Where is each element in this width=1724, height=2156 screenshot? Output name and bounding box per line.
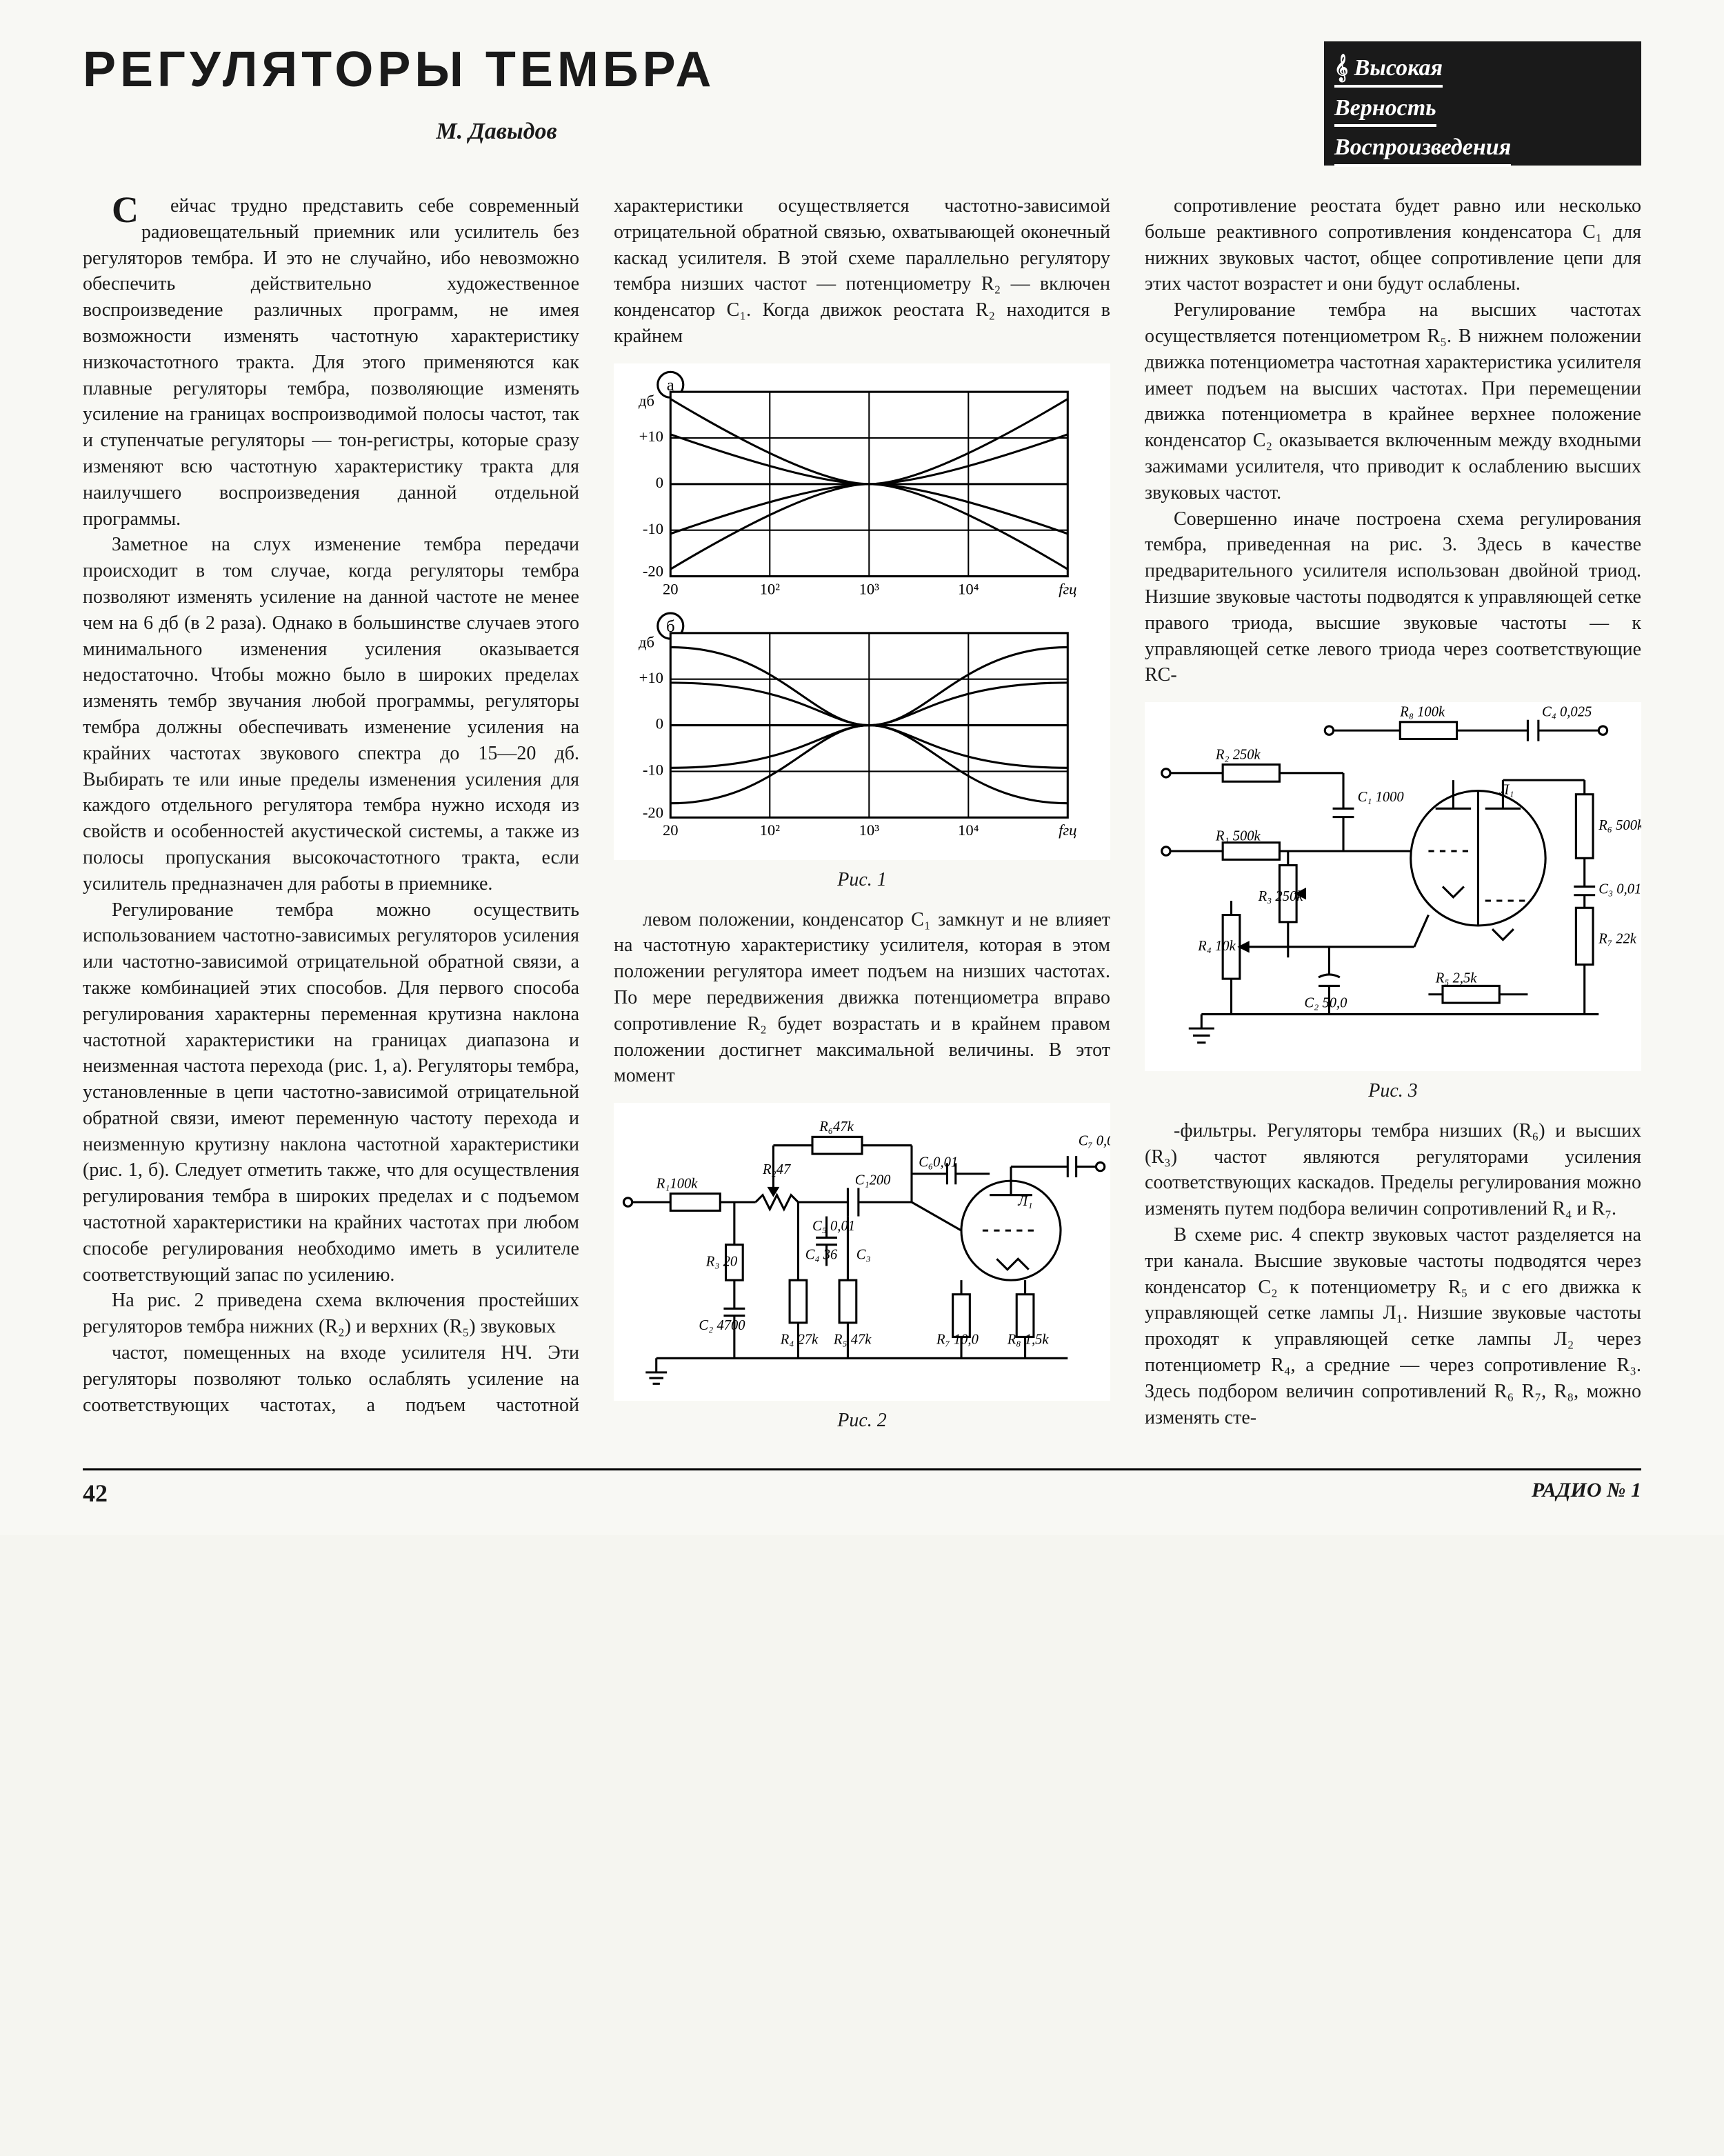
paragraph: Сейчас трудно представить себе современн… xyxy=(83,193,579,532)
svg-text:R₅ 47k: R₅ 47k xyxy=(833,1332,872,1348)
series-logo: Высокая Верность Воспроизведения xyxy=(1324,41,1641,166)
svg-text:R₈ 1,5k: R₈ 1,5k xyxy=(1007,1332,1050,1348)
header: РЕГУЛЯТОРЫ ТЕМБРА М. Давыдов Высокая Вер… xyxy=(83,41,1641,166)
svg-text:fгц: fгц xyxy=(1059,580,1076,597)
svg-text:R₂47: R₂47 xyxy=(762,1162,791,1177)
figure-1: а +10 xyxy=(614,363,1110,893)
figure-1-caption: Рис. 1 xyxy=(614,867,1110,893)
svg-text:C₆0,01: C₆0,01 xyxy=(919,1155,958,1170)
paragraph: сопротивление реостата будет равно или н… xyxy=(1145,193,1641,297)
author: М. Давыдов xyxy=(83,119,910,145)
figure-1-svg: а +10 xyxy=(614,363,1110,860)
figure-2-svg: R₁100k R₂47 R₆47k C₁200 C₆0,01 R₃ 20 C₂ … xyxy=(614,1103,1110,1401)
svg-text:-20: -20 xyxy=(643,562,663,579)
svg-text:10⁴: 10⁴ xyxy=(958,580,979,597)
paragraph: Заметное на слух изменение тембра переда… xyxy=(83,532,579,897)
svg-text:10²: 10² xyxy=(760,821,781,839)
svg-text:-10: -10 xyxy=(643,761,663,778)
logo-line-2: Верность xyxy=(1334,92,1436,128)
svg-text:R₅ 2,5k: R₅ 2,5k xyxy=(1435,970,1478,986)
paragraph: На рис. 2 приведена схема включения прос… xyxy=(83,1288,579,1340)
svg-text:R₂ 250k: R₂ 250k xyxy=(1215,747,1261,762)
svg-text:C₁ 1000: C₁ 1000 xyxy=(1358,790,1405,805)
paragraph: Совершенно иначе построена схема регулир… xyxy=(1145,506,1641,689)
svg-text:C₄ 36: C₄ 36 xyxy=(805,1247,838,1262)
svg-text:+10: +10 xyxy=(639,428,663,445)
page-title: РЕГУЛЯТОРЫ ТЕМБРА xyxy=(83,41,1324,98)
svg-text:R₈ 100k: R₈ 100k xyxy=(1399,705,1445,720)
svg-text:C₃: C₃ xyxy=(856,1247,871,1262)
paragraph: левом положении, конденсатор C₁ замкнут … xyxy=(614,907,1110,1090)
svg-text:R₆ 500k: R₆ 500k xyxy=(1598,818,1641,833)
logo-line-3: Воспроизведения xyxy=(1334,131,1511,167)
svg-text:R₃ 250k: R₃ 250k xyxy=(1258,889,1304,904)
page: РЕГУЛЯТОРЫ ТЕМБРА М. Давыдов Высокая Вер… xyxy=(0,0,1724,1535)
svg-text:C₂ 4700: C₂ 4700 xyxy=(699,1318,745,1333)
svg-text:C₄ 0,025: C₄ 0,025 xyxy=(1542,705,1592,720)
svg-text:-20: -20 xyxy=(643,803,663,821)
paragraph: -фильтры. Регуляторы тембра низших (R₆) … xyxy=(1145,1118,1641,1222)
svg-text:R₇ 10,0: R₇ 10,0 xyxy=(936,1332,979,1348)
svg-text:10³: 10³ xyxy=(859,580,880,597)
figure-3: R₂ 250k R₈ 100k C₄ 0,025 C₁ 1000 R₁ 500k… xyxy=(1145,702,1641,1104)
svg-text:R₁100k: R₁100k xyxy=(656,1177,699,1192)
magazine-name: РАДИО № 1 xyxy=(1532,1479,1641,1508)
logo-line-1: Высокая xyxy=(1334,52,1443,88)
svg-text:C₂ 50,0: C₂ 50,0 xyxy=(1304,995,1347,1010)
paragraph: В схеме рис. 4 спектр звуковых частот ра… xyxy=(1145,1222,1641,1430)
svg-text:C₁200: C₁200 xyxy=(855,1172,891,1188)
svg-text:C₇ 0,01: C₇ 0,01 xyxy=(1079,1134,1110,1149)
svg-text:R₆47k: R₆47k xyxy=(819,1119,854,1135)
figure-3-caption: Рис. 3 xyxy=(1145,1078,1641,1104)
figure-3-svg: R₂ 250k R₈ 100k C₄ 0,025 C₁ 1000 R₁ 500k… xyxy=(1145,702,1641,1071)
svg-text:10²: 10² xyxy=(760,580,781,597)
svg-text:C₃ 0,01: C₃ 0,01 xyxy=(1598,882,1641,897)
figure-2-caption: Рис. 2 xyxy=(614,1408,1110,1434)
svg-text:10⁴: 10⁴ xyxy=(958,821,979,839)
figure-2: R₁100k R₂47 R₆47k C₁200 C₆0,01 R₃ 20 C₂ … xyxy=(614,1103,1110,1434)
svg-text:R₃ 20: R₃ 20 xyxy=(705,1255,738,1270)
svg-text:Л₁: Л₁ xyxy=(1017,1194,1032,1209)
svg-text:-10: -10 xyxy=(643,520,663,537)
svg-text:+10: +10 xyxy=(639,669,663,686)
svg-text:R₄ 27k: R₄ 27k xyxy=(780,1332,819,1348)
page-number: 42 xyxy=(83,1479,108,1508)
svg-text:R₇ 22k: R₇ 22k xyxy=(1598,932,1636,947)
svg-text:fгц: fгц xyxy=(1059,821,1076,839)
footer: 42 РАДИО № 1 xyxy=(83,1468,1641,1508)
svg-text:0: 0 xyxy=(656,474,663,491)
svg-text:R₁ 500k: R₁ 500k xyxy=(1215,829,1261,844)
svg-text:дб: дб xyxy=(639,392,654,409)
paragraph: Регулирование тембра на высших частотах … xyxy=(1145,297,1641,506)
svg-text:дб: дб xyxy=(639,633,654,650)
svg-text:R₄ 10k: R₄ 10k xyxy=(1197,939,1236,954)
svg-text:20: 20 xyxy=(663,821,679,839)
title-block: РЕГУЛЯТОРЫ ТЕМБРА М. Давыдов xyxy=(83,41,1324,145)
paragraph: Регулирование тембра можно осуществить и… xyxy=(83,897,579,1288)
svg-text:20: 20 xyxy=(663,580,679,597)
svg-text:Л₁: Л₁ xyxy=(1499,783,1514,798)
svg-text:0: 0 xyxy=(656,715,663,732)
svg-text:C₅ 0,01: C₅ 0,01 xyxy=(812,1219,855,1234)
article-columns: Сейчас трудно представить себе современн… xyxy=(83,193,1641,1434)
svg-text:10³: 10³ xyxy=(859,821,880,839)
